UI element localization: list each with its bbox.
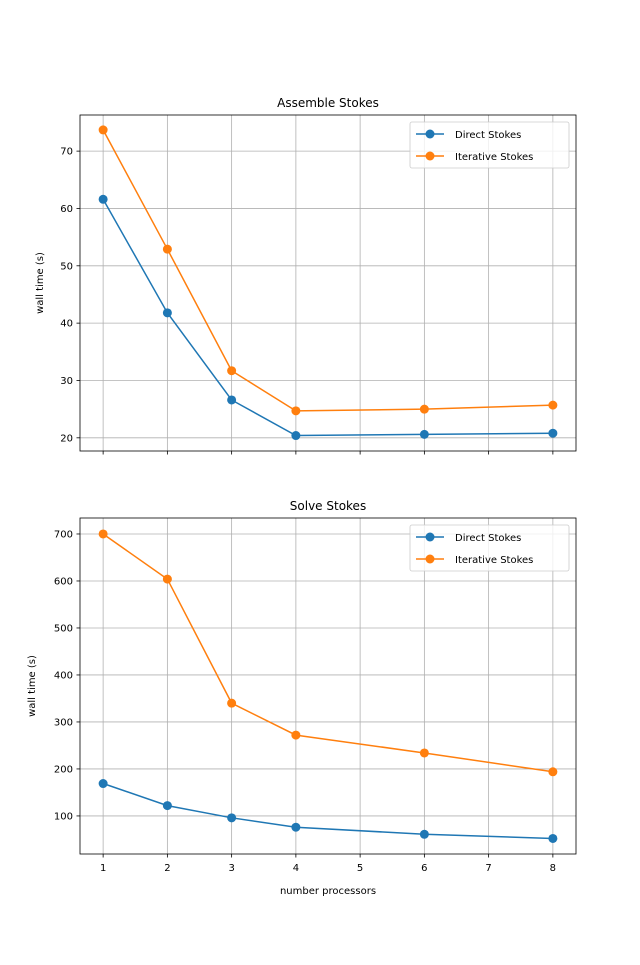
data-point (162, 801, 172, 811)
legend-box (409, 121, 570, 169)
data-point (419, 829, 429, 839)
data-point (162, 244, 172, 254)
y-axis-label: wall time (s) (27, 655, 38, 717)
y-tick-label: 600 (54, 576, 73, 587)
x-tick-label: 7 (485, 863, 491, 874)
chart-2: 1 2 3 4 5 6 7 8 100 200 300 400 500 600 700 Solve Stoke… (27, 499, 577, 897)
series-line-2 (102, 129, 553, 412)
chart-title: Solve Stokes (290, 499, 366, 513)
legend-box (409, 524, 570, 572)
data-point (162, 574, 172, 584)
x-tick-label: 6 (421, 863, 427, 874)
legend-label: Direct Stokes (455, 533, 521, 544)
data-point (227, 366, 237, 376)
y-tick-label: 40 (60, 319, 73, 330)
data-point (227, 813, 237, 823)
data-point (291, 730, 301, 740)
axes-frame (79, 517, 577, 855)
y-tick-label: 60 (60, 204, 73, 215)
data-point (548, 400, 558, 410)
data-point (548, 428, 558, 438)
y-tick-label: 400 (54, 670, 73, 681)
y-tick-label: 500 (54, 623, 73, 634)
data-point (419, 748, 429, 758)
x-axis-label: number processors (280, 886, 376, 897)
data-point (98, 779, 108, 789)
data-point (548, 767, 558, 777)
data-point (98, 125, 108, 135)
x-tick-label: 8 (550, 863, 556, 874)
legend-label: Direct Stokes (455, 130, 521, 141)
legend-marker (425, 532, 435, 542)
y-tick-label: 200 (54, 764, 73, 775)
data-point (291, 822, 301, 832)
data-point (227, 698, 237, 708)
y-tick-label: 30 (60, 376, 73, 387)
series-line-1 (102, 198, 553, 437)
data-point (98, 529, 108, 539)
y-tick-label: 100 (54, 811, 73, 822)
legend: Direct Stokes Iterative Stokes (409, 121, 570, 169)
series-line-1 (102, 782, 553, 840)
y-tick-label: 700 (54, 529, 73, 540)
axes-frame (79, 114, 577, 452)
chart-title: Assemble Stokes (277, 96, 379, 110)
y-axis-label: wall time (s) (35, 252, 46, 314)
legend-marker (425, 554, 435, 564)
chart-1: 20 30 40 50 60 70 Assemble Stokes wall time (s)… (35, 96, 577, 455)
x-tick-label: 5 (357, 863, 363, 874)
series-line-2 (102, 533, 553, 773)
data-point (291, 431, 301, 441)
x-tick-label: 2 (164, 863, 170, 874)
data-point (548, 833, 558, 843)
data-point (419, 404, 429, 414)
data-point (98, 194, 108, 204)
legend-marker (425, 129, 435, 139)
x-tick-label: 3 (228, 863, 234, 874)
data-point (162, 308, 172, 318)
legend-label: Iterative Stokes (455, 555, 533, 566)
y-tick-label: 50 (60, 261, 73, 272)
data-point (291, 406, 301, 416)
y-tick-label: 20 (60, 433, 73, 444)
x-tick-label: 1 (100, 863, 106, 874)
x-tick-label: 4 (293, 863, 299, 874)
legend-label: Iterative Stokes (455, 152, 533, 163)
data-point (419, 429, 429, 439)
y-tick-label: 300 (54, 717, 73, 728)
legend: Direct Stokes Iterative Stokes (409, 524, 570, 572)
data-point (227, 395, 237, 405)
legend-marker (425, 151, 435, 161)
y-tick-label: 70 (60, 147, 73, 158)
